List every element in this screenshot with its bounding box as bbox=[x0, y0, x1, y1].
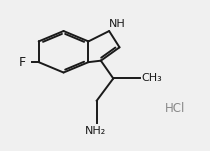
Text: F: F bbox=[18, 56, 26, 69]
Text: HCl: HCl bbox=[165, 102, 185, 115]
Text: NH₂: NH₂ bbox=[85, 126, 106, 136]
Text: CH₃: CH₃ bbox=[141, 74, 162, 84]
Text: NH: NH bbox=[109, 19, 126, 29]
